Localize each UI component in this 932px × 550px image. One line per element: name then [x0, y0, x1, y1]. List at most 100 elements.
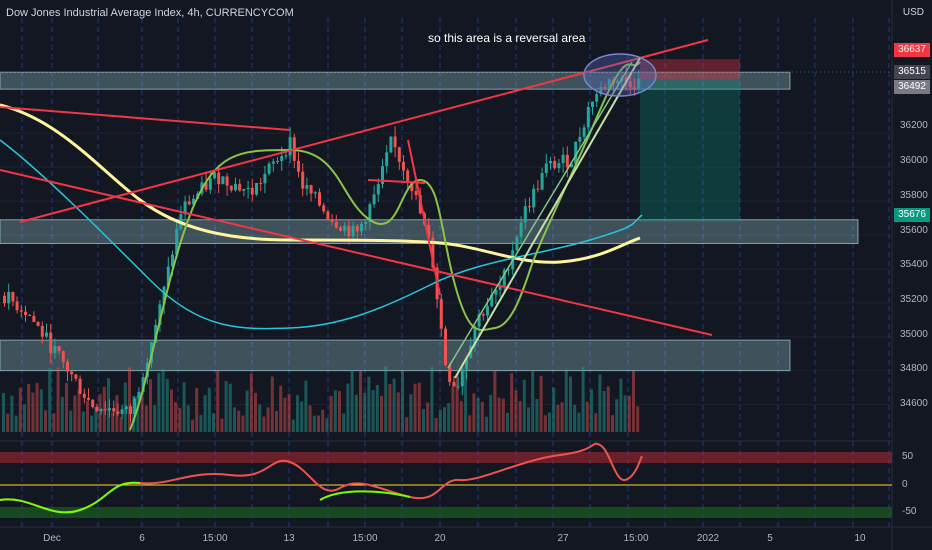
volume-bar [31, 392, 35, 432]
candle-body [591, 101, 594, 108]
candle-body [343, 225, 347, 231]
volume-bar [401, 371, 404, 432]
candle-body [15, 301, 19, 311]
volume-bar [6, 413, 10, 432]
volume-bar [60, 396, 64, 432]
candle-body [318, 192, 321, 206]
candle-body [242, 189, 246, 191]
candle-body [624, 76, 628, 82]
candle-body [397, 147, 401, 162]
volume-bar [371, 390, 375, 432]
candle-body [473, 326, 477, 346]
candle-body [116, 411, 120, 414]
volume-bar [384, 366, 388, 432]
candle-body [19, 310, 23, 312]
volume-bar [245, 390, 249, 432]
volume-bar [119, 417, 123, 432]
volume-bar [560, 402, 564, 432]
candle-body [78, 378, 82, 394]
volume-bar [14, 415, 18, 432]
candle-body [393, 136, 397, 148]
take-profit-box [640, 79, 740, 223]
volume-bar [199, 415, 203, 432]
y-tick: 35400 [900, 259, 928, 270]
volume-bar [186, 405, 190, 432]
x-tick: 2022 [696, 533, 720, 544]
candle-body [40, 325, 44, 337]
volume-bar [10, 395, 14, 432]
candle-body [565, 154, 569, 168]
candle-body [246, 187, 250, 190]
volume-bar [325, 418, 329, 432]
volume-bar [69, 410, 73, 432]
volume-bar [359, 371, 362, 432]
candle-body [276, 161, 279, 163]
volume-bar [590, 389, 593, 432]
volume-bar [224, 381, 228, 432]
x-tick: 15:00 [352, 533, 378, 544]
candle-body [364, 222, 368, 224]
volume-bar [518, 401, 522, 432]
osc-tick: 50 [902, 451, 914, 462]
x-tick: Dec [43, 533, 61, 544]
volume-bar [556, 404, 560, 432]
candle-body [99, 409, 103, 412]
volume-bar [548, 412, 551, 432]
candle-body [385, 152, 389, 167]
volume-bar [308, 405, 312, 432]
volume-bar [422, 408, 425, 432]
volume-bar [77, 389, 81, 432]
volume-bar [623, 395, 627, 432]
x-tick: 27 [557, 533, 569, 544]
volume-bar [241, 415, 245, 432]
volume-bar [149, 379, 152, 432]
volume-bar [392, 378, 396, 432]
volume-bar [346, 383, 350, 432]
candle-body [486, 306, 489, 316]
volume-bar [569, 376, 572, 432]
volume-bar [413, 383, 417, 432]
candle-body [61, 351, 65, 362]
volume-bar [212, 413, 215, 432]
candle-body [460, 369, 464, 387]
volume-bar [39, 389, 43, 432]
candle-body [351, 225, 355, 237]
volume-bar [409, 394, 413, 432]
volume-bar [489, 394, 493, 432]
candle-body [288, 137, 292, 156]
volume-bar [506, 413, 509, 432]
volume-bar [338, 390, 341, 432]
osc-tick: 0 [902, 479, 908, 490]
candle-body [322, 205, 326, 212]
y-tick: 34600 [900, 398, 928, 409]
x-tick: 6 [139, 533, 145, 544]
x-tick: 15:00 [202, 533, 228, 544]
candle-body [120, 409, 124, 414]
volume-bar [501, 398, 505, 432]
volume-bar [128, 367, 131, 432]
candle-body [494, 289, 498, 295]
volume-bar [514, 390, 518, 432]
volume-bar [262, 416, 266, 432]
volume-bar [527, 407, 530, 432]
volume-bar [18, 387, 22, 432]
volume-bar [228, 383, 232, 432]
candle-body [32, 315, 36, 322]
volume-bar [237, 410, 241, 432]
volume-bar [279, 385, 283, 432]
candle-body [66, 361, 69, 372]
volume-bar [300, 401, 304, 432]
volume-bar [363, 392, 367, 432]
ma-cyan-line [0, 139, 643, 330]
volume-bar [52, 413, 56, 432]
candle-body [402, 161, 405, 171]
volume-bar [81, 411, 85, 432]
volume-bar [203, 394, 207, 432]
volume-bar [296, 395, 299, 432]
volume-bar [464, 370, 467, 432]
candle-body [229, 185, 233, 191]
volume-bar [497, 397, 501, 432]
volume-bar [2, 393, 5, 432]
candle-body [410, 182, 414, 192]
volume-bar [447, 403, 451, 432]
